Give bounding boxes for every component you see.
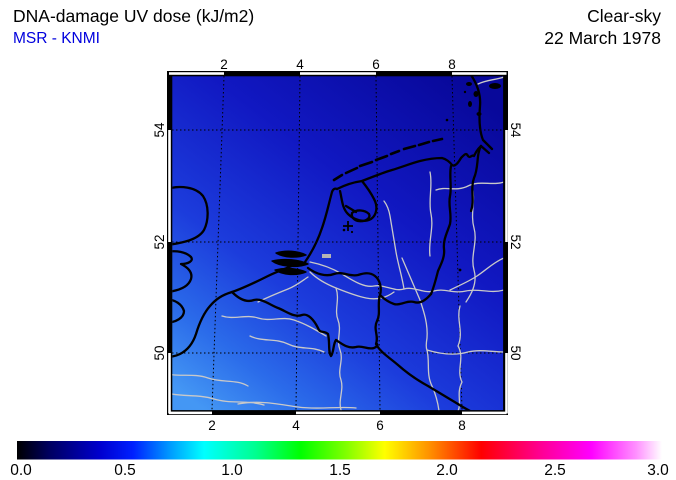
border-germany-state-4 <box>449 257 504 291</box>
city-patch <box>322 254 331 258</box>
page-title: DNA-damage UV dose (kJ/m2) <box>13 6 255 26</box>
coast-uk-kent <box>172 298 186 324</box>
colorbar-label-0: 0.0 <box>10 462 32 479</box>
north-frisian-islands <box>342 82 501 272</box>
colorbar-label-5: 2.5 <box>544 462 566 479</box>
left-tick-52: 52 <box>152 234 167 249</box>
river-belgium-1 <box>221 315 327 337</box>
wadden-islands <box>332 137 444 182</box>
colorbar-label-6: 3.0 <box>647 462 669 479</box>
left-tick-54: 54 <box>152 122 167 138</box>
dose-field <box>171 75 505 412</box>
river-france-1 <box>172 374 249 387</box>
colorbar-label-2: 1.0 <box>221 462 243 479</box>
river-belgium-2 <box>249 335 325 353</box>
colorbar: 0.0 0.5 1.0 1.5 2.0 2.5 3.0 <box>10 441 669 479</box>
river-waal <box>309 271 395 300</box>
coast-line-topright <box>477 76 504 85</box>
right-tick-50: 50 <box>508 345 523 360</box>
border-germany-state-2 <box>428 171 433 257</box>
top-tick-8: 8 <box>448 57 456 72</box>
river-scheldt <box>257 276 309 303</box>
top-tick-4: 4 <box>296 57 304 72</box>
river-mosel-east <box>426 349 504 355</box>
river-rhine-exit <box>426 349 440 411</box>
coast-wadden-german <box>335 144 483 191</box>
right-tick-54: 54 <box>508 122 523 138</box>
condition-date-block: Clear-sky 22 March 1978 <box>544 5 661 49</box>
coast-elbe-schleswig <box>470 76 494 155</box>
colorbar-label-3: 1.5 <box>329 462 351 479</box>
coast-flevoland <box>350 209 371 223</box>
coast-markermeer <box>344 204 358 214</box>
border-nl-de <box>429 164 453 296</box>
coast-uk-thames <box>172 250 193 293</box>
map-subtitle: MSR - KNMI <box>13 30 100 47</box>
river-france-3 <box>237 401 357 409</box>
border-weser-line <box>469 144 483 213</box>
coast-ijsselmeer <box>338 179 378 222</box>
colorbar-label-4: 2.0 <box>436 462 458 479</box>
bottom-tick-4: 4 <box>292 418 300 433</box>
bottom-tick-6: 6 <box>376 418 384 433</box>
colorbar-gradient <box>17 441 662 460</box>
river-ijssel <box>383 200 405 290</box>
left-tick-50: 50 <box>152 345 167 360</box>
coast-zeeland-delta <box>271 250 309 276</box>
top-tick-6: 6 <box>372 57 380 72</box>
top-tick-2: 2 <box>220 57 228 72</box>
coast-holland-west <box>303 187 339 264</box>
date-label: 22 March 1978 <box>544 28 661 48</box>
river-meuse <box>335 287 343 411</box>
graticule <box>172 76 503 411</box>
river-rhine-south <box>401 257 428 351</box>
border-germany-state-5 <box>457 305 463 411</box>
right-tick-52: 52 <box>508 234 523 249</box>
border-be-fr <box>230 290 379 358</box>
coast-belgium-france <box>172 262 298 358</box>
border-be-de-fr <box>374 292 471 411</box>
colorbar-label-1: 0.5 <box>114 462 136 479</box>
bottom-tick-8: 8 <box>458 418 466 433</box>
axis-labels: 2 4 6 8 2 4 6 8 54 52 50 54 52 50 <box>152 57 523 433</box>
coastline-layer <box>172 76 494 411</box>
border-germany-state-1 <box>435 181 504 191</box>
station-marker-cross <box>343 221 353 231</box>
bottom-tick-2: 2 <box>208 418 216 433</box>
condition-label: Clear-sky <box>587 6 661 26</box>
coast-uk-norfolk <box>172 185 209 246</box>
border-nl-be <box>306 266 382 297</box>
